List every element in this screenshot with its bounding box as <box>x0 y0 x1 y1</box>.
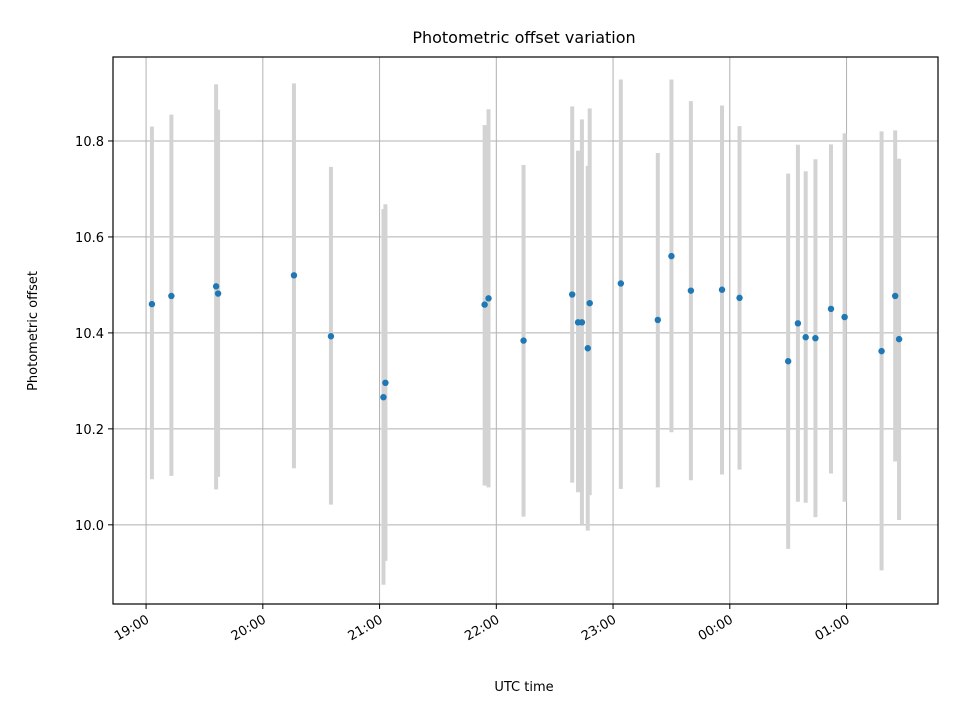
data-point <box>794 320 802 327</box>
y-tick-label: 10.8 <box>75 135 104 150</box>
x-tick-label: 19:00 <box>112 612 152 644</box>
data-point <box>327 333 335 340</box>
x-tick-label: 20:00 <box>229 612 269 644</box>
y-tick-label: 10.4 <box>75 327 104 342</box>
data-point <box>485 295 492 302</box>
data-point <box>380 393 387 401</box>
data-point <box>290 272 298 279</box>
y-axis-label: Photometric offset <box>26 271 41 391</box>
data-point <box>568 291 576 298</box>
data-point <box>214 290 222 297</box>
data-point <box>382 379 389 387</box>
data-point <box>841 313 848 321</box>
data-point <box>687 287 695 294</box>
data-point <box>168 292 175 300</box>
data-points <box>148 252 903 401</box>
y-tick-label: 10.0 <box>75 519 104 534</box>
data-point <box>586 299 593 307</box>
data-point <box>736 294 743 302</box>
data-point <box>827 305 835 313</box>
plot-frame <box>112 56 939 605</box>
data-point <box>578 319 586 326</box>
x-tick-label: 00:00 <box>696 612 736 644</box>
data-point <box>668 252 675 260</box>
data-point <box>654 316 662 324</box>
data-point <box>520 337 527 344</box>
data-point <box>895 335 903 343</box>
x-tick-label: 01:00 <box>813 612 853 644</box>
data-point <box>481 301 488 308</box>
y-tick-label: 10.6 <box>75 231 104 246</box>
axis-ticks: 19:00 20:00 21:00 22:00 23:00 00:00 01:00 10.0 1… <box>75 135 853 644</box>
error-bars <box>149 79 902 585</box>
data-point <box>784 358 792 365</box>
x-axis-label: UTC time <box>494 680 553 695</box>
data-point <box>802 334 809 341</box>
x-tick-label: 21:00 <box>346 612 386 644</box>
data-point <box>148 300 156 308</box>
data-point <box>718 286 726 293</box>
data-point <box>812 334 819 342</box>
data-point <box>878 347 885 355</box>
y-tick-label: 10.2 <box>75 423 104 438</box>
data-point <box>617 280 625 287</box>
x-tick-label: 22:00 <box>462 612 502 644</box>
chart-title: Photometric offset variation <box>412 28 635 47</box>
x-tick-label: 23:00 <box>579 612 619 644</box>
data-point <box>212 283 220 290</box>
data-point <box>891 292 899 300</box>
data-point <box>584 345 591 352</box>
